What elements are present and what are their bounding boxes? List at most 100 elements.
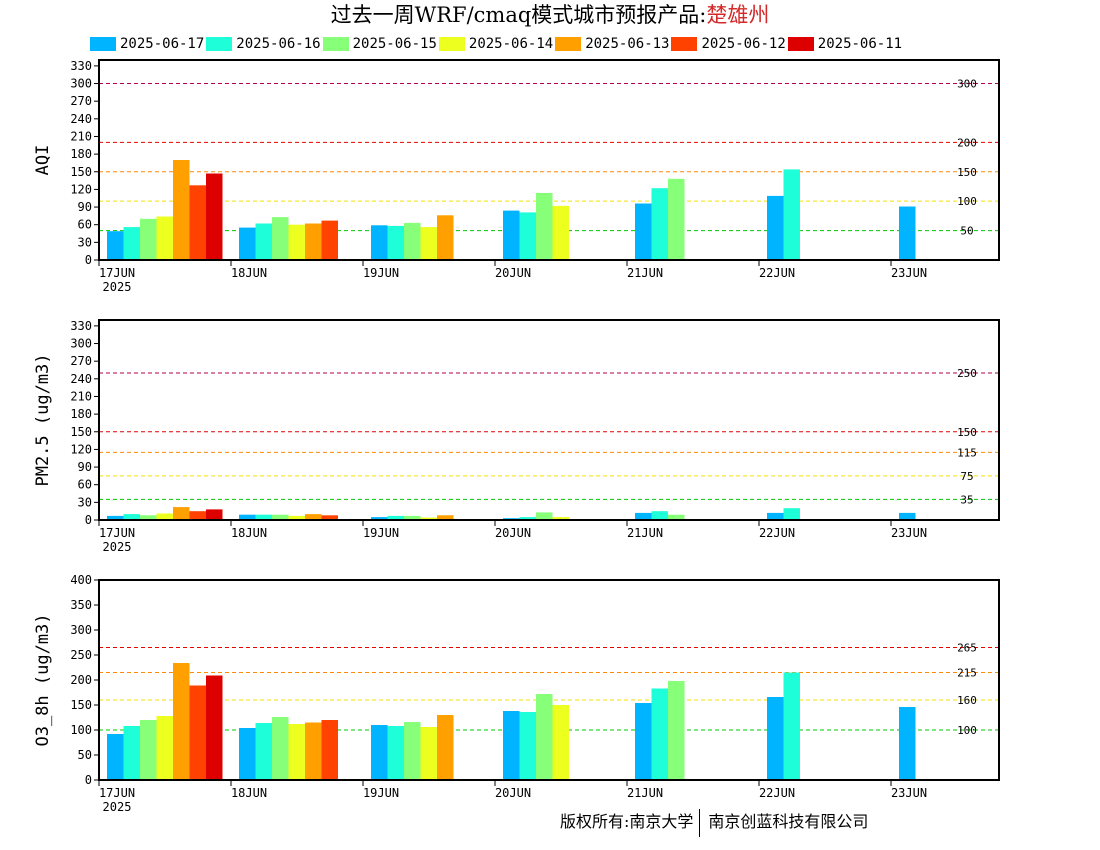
threshold-label: 300 [957, 78, 977, 91]
legend-swatch [555, 37, 582, 51]
bar [651, 511, 668, 520]
y-tick-label: 30 [78, 495, 92, 509]
threshold-label: 265 [957, 642, 977, 655]
bar [189, 185, 206, 260]
bar [371, 225, 388, 260]
y-axis-label: O3_8h (ug/m3) [33, 613, 53, 746]
bar [503, 711, 520, 780]
legend-item: 2025-06-13 [555, 36, 669, 52]
y-tick-label: 0 [85, 513, 92, 527]
bar [189, 511, 206, 520]
x-year-label: 2025 [103, 800, 132, 814]
bar [173, 663, 190, 780]
x-tick-label: 23JUN [891, 786, 927, 800]
bar [123, 726, 140, 780]
bar [404, 222, 421, 260]
bar [140, 218, 157, 260]
chart-title-city: 楚雄州 [706, 3, 770, 27]
bar [552, 205, 569, 260]
y-tick-label: 240 [70, 112, 92, 126]
threshold-label: 100 [957, 724, 977, 737]
threshold-label: 50 [960, 225, 973, 238]
bar [536, 512, 553, 520]
legend-swatch [671, 37, 698, 51]
bar [668, 514, 685, 520]
bar [420, 727, 437, 780]
legend-swatch [206, 37, 233, 51]
bar [173, 507, 190, 520]
copyright-separator [699, 808, 701, 837]
threshold-label: 150 [957, 166, 977, 179]
bar [206, 173, 223, 260]
x-tick-label: 21JUN [627, 526, 663, 540]
plot-frame [98, 319, 1000, 521]
bar [519, 712, 536, 780]
bar [255, 223, 272, 260]
bar [305, 223, 322, 260]
bar [123, 514, 140, 520]
bar [651, 188, 668, 260]
bar [206, 675, 223, 780]
bar [321, 220, 338, 260]
bar [899, 512, 916, 520]
y-tick-label: 90 [78, 200, 92, 214]
bar [107, 734, 124, 780]
bar [552, 705, 569, 780]
x-tick-label: 17JUN [99, 526, 135, 540]
bar [288, 224, 305, 260]
bar [288, 724, 305, 780]
legend-item: 2025-06-14 [438, 36, 553, 52]
x-tick-label: 19JUN [363, 526, 399, 540]
bar [635, 203, 652, 260]
y-tick-label: 270 [70, 94, 92, 108]
bar [140, 515, 157, 520]
bar [437, 515, 454, 520]
y-tick-label: 100 [70, 723, 92, 737]
y-tick-label: 60 [78, 478, 92, 492]
y-tick-label: 180 [70, 407, 92, 421]
bar [387, 225, 404, 260]
y-tick-label: 120 [70, 442, 92, 456]
bar [437, 715, 454, 780]
bar [767, 697, 784, 780]
x-tick-label: 20JUN [495, 526, 531, 540]
x-tick-label: 21JUN [627, 786, 663, 800]
legend-label: 2025-06-15 [352, 36, 437, 52]
y-tick-label: 210 [70, 129, 92, 143]
bar [206, 509, 223, 520]
threshold-label: 200 [957, 136, 977, 149]
bar [321, 720, 338, 780]
bar [668, 178, 685, 260]
legend-label: 2025-06-16 [236, 36, 321, 52]
y-tick-label: 330 [70, 59, 92, 73]
bar [387, 515, 404, 520]
bar [107, 231, 124, 260]
y-axis-label: AQI [33, 145, 53, 176]
x-tick-label: 22JUN [759, 526, 795, 540]
y-tick-label: 240 [70, 372, 92, 386]
x-tick-label: 18JUN [231, 266, 267, 280]
legend-item: 2025-06-12 [671, 36, 786, 52]
bar [783, 508, 800, 520]
bar [668, 681, 685, 780]
y-tick-label: 0 [85, 773, 92, 787]
y-tick-label: 300 [70, 77, 92, 91]
x-tick-label: 19JUN [363, 786, 399, 800]
y-tick-label: 300 [70, 623, 92, 637]
chart-panel-2: 35 75 115 150 250 0 30 60 90 120 150 180 210 240 270 30… [33, 319, 1000, 554]
bar [404, 515, 421, 520]
y-tick-label: 50 [78, 748, 92, 762]
legend-item: 2025-06-11 [787, 36, 902, 52]
x-year-label: 2025 [103, 540, 132, 554]
y-tick-label: 150 [70, 425, 92, 439]
bar [239, 227, 256, 260]
y-tick-label: 270 [70, 354, 92, 368]
legend-item: 2025-06-17 [90, 36, 204, 52]
x-tick-label: 17JUN [99, 786, 135, 800]
copyright: 版权所有:南京大学 南京创蓝科技有限公司 [560, 808, 980, 838]
bar [189, 685, 206, 780]
x-tick-label: 17JUN [99, 266, 135, 280]
x-tick-label: 18JUN [231, 786, 267, 800]
x-tick-label: 23JUN [891, 526, 927, 540]
